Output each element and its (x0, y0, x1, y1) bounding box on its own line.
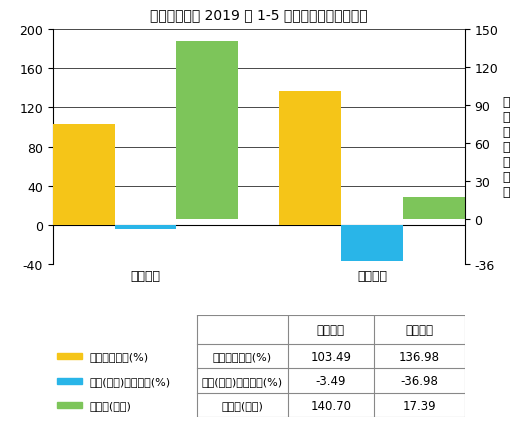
Bar (115, 226, 176, 229)
Bar (176, 42, 238, 219)
Text: 17.39: 17.39 (402, 399, 436, 412)
Bar (341, 226, 403, 262)
Text: 价格(费用)波动动作(%): 价格(费用)波动动作(%) (202, 376, 283, 386)
Title: 仪器仪表行业 2019 年 1-5 月成本、费用波动分析: 仪器仪表行业 2019 年 1-5 月成本、费用波动分析 (150, 8, 367, 22)
Bar (57, 353, 82, 359)
Text: 营收波动动作(%): 营收波动动作(%) (213, 351, 272, 361)
Bar (57, 402, 82, 408)
Text: 营收波动动作(%): 营收波动动作(%) (90, 351, 149, 361)
Text: 103.49: 103.49 (310, 350, 351, 363)
Text: -36.98: -36.98 (400, 374, 438, 387)
Y-axis label: 增
长
额
（
亿
元
）: 增 长 额 （ 亿 元 ） (503, 96, 511, 199)
Text: 期间费用: 期间费用 (406, 323, 433, 336)
Text: 140.70: 140.70 (310, 399, 351, 412)
Bar (53, 124, 115, 226)
Text: 增长额(亿元): 增长额(亿元) (221, 400, 263, 410)
Text: 136.98: 136.98 (399, 350, 440, 363)
Text: 销售成本: 销售成本 (317, 323, 345, 336)
Text: -3.49: -3.49 (316, 374, 346, 387)
Bar (279, 92, 341, 226)
Text: 价格(费用)波动动作(%): 价格(费用)波动动作(%) (90, 376, 171, 386)
Bar (57, 377, 82, 384)
Bar (403, 197, 465, 219)
Text: 增长额(亿元): 增长额(亿元) (90, 400, 132, 410)
